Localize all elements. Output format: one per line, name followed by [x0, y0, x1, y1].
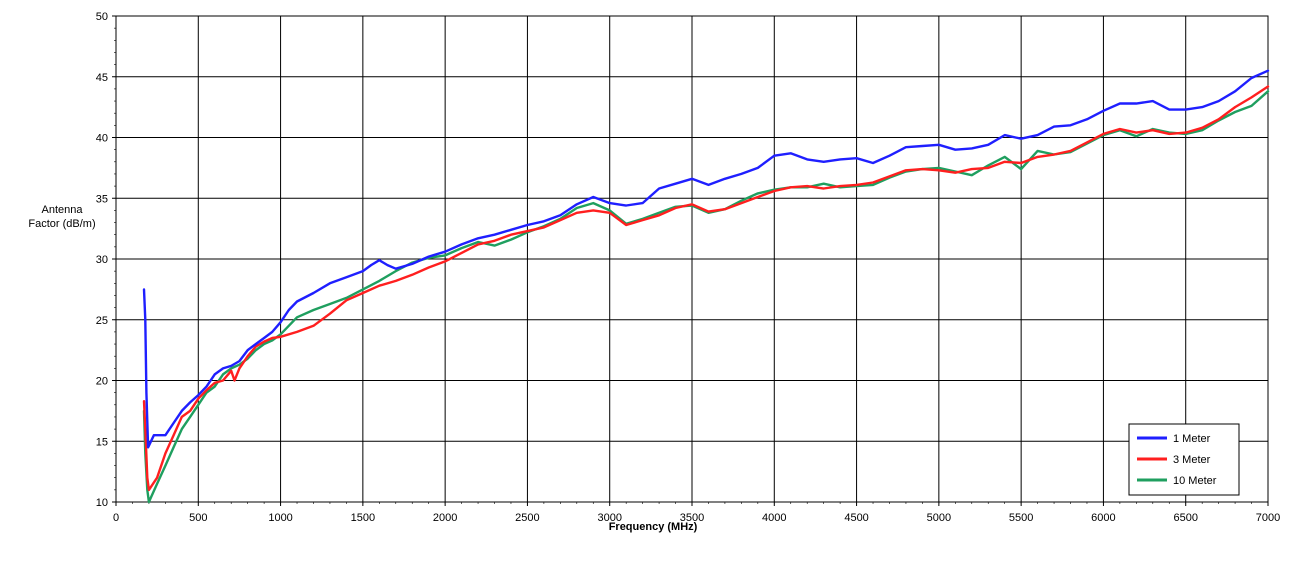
grid-layer [116, 16, 1268, 502]
y-axis-title-line-1: Antenna [42, 204, 84, 216]
x-tick-label: 1000 [268, 512, 292, 524]
y-tick-label: 45 [96, 72, 108, 84]
x-tick-label: 500 [189, 512, 207, 524]
y-tick-label: 10 [96, 497, 108, 509]
x-tick-label: 3000 [597, 512, 621, 524]
y-tick-label: 35 [96, 193, 108, 205]
plot-border [115, 15, 1269, 503]
y-tick-label: 15 [96, 436, 108, 448]
x-tick-label: 7000 [1256, 512, 1280, 524]
y-tick-label: 20 [96, 376, 108, 388]
x-tick-label: 6500 [1173, 512, 1197, 524]
legend-label: 10 Meter [1173, 475, 1217, 487]
x-tick-label: 1500 [351, 512, 375, 524]
y-tick-label: 25 [96, 315, 108, 327]
y-tick-label: 50 [96, 11, 108, 23]
x-tick-label: 2500 [515, 512, 539, 524]
x-axis-title: Frequency (MHz) [609, 521, 698, 533]
x-tick-label: 4500 [844, 512, 868, 524]
y-tick-label: 30 [96, 254, 108, 266]
legend-label: 3 Meter [1173, 454, 1211, 466]
series-line-1-meter [142, 69, 1270, 449]
x-tick-label: 2000 [433, 512, 457, 524]
x-tick-label: 0 [113, 512, 119, 524]
x-tick-label: 3500 [680, 512, 704, 524]
x-tick-label: 5000 [927, 512, 951, 524]
x-tick-label: 4000 [762, 512, 786, 524]
x-tick-label: 5500 [1009, 512, 1033, 524]
series-layer [142, 69, 1270, 504]
y-axis-title-line-2: Factor (dB/m) [28, 218, 95, 230]
x-tick-label: 6000 [1091, 512, 1115, 524]
legend: 1 Meter 3 Meter 10 Meter [1128, 423, 1240, 496]
axes-layer: 0 500 1000 1500 2000 2500 3000 3500 4000 4500 5000… [96, 11, 1280, 524]
legend-label: 1 Meter [1173, 433, 1211, 445]
y-tick-label: 40 [96, 133, 108, 145]
series-line-3-meter [142, 85, 1270, 492]
